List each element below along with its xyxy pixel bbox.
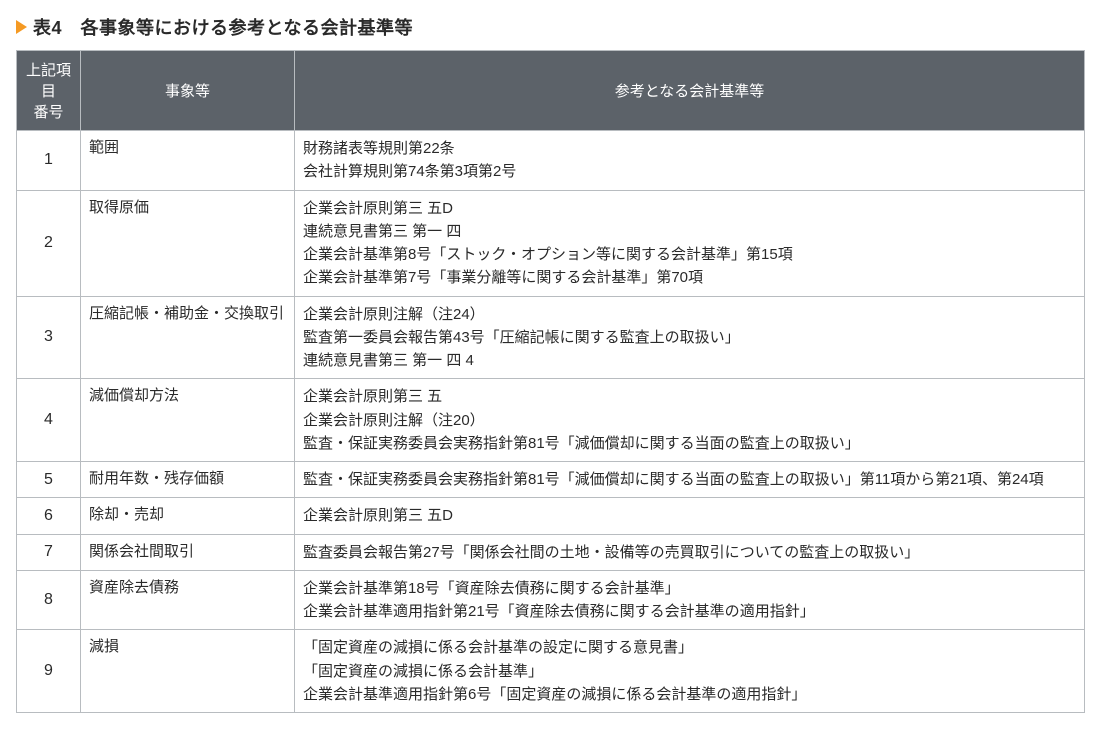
table-title: 表4 各事象等における参考となる会計基準等 <box>33 14 413 40</box>
row-number: 8 <box>17 570 81 630</box>
reference-line: 「固定資産の減損に係る会計基準の設定に関する意見書」 <box>303 636 1076 659</box>
reference-line: 監査・保証実務委員会実務指針第81号「減価償却に関する当面の監査上の取扱い」第1… <box>303 468 1076 491</box>
reference-line: 財務諸表等規則第22条 <box>303 137 1076 160</box>
standards-table: 上記項目 番号 事象等 参考となる会計基準等 1範囲財務諸表等規則第22条会社計… <box>16 50 1085 713</box>
table-row: 6除却・売却企業会計原則第三 五D <box>17 498 1085 534</box>
row-event: 資産除去債務 <box>81 570 295 630</box>
row-reference: 企業会計原則第三 五企業会計原則注解（注20）監査・保証実務委員会実務指針第81… <box>295 379 1085 462</box>
row-event: 圧縮記帳・補助金・交換取引 <box>81 296 295 379</box>
row-number: 3 <box>17 296 81 379</box>
row-number: 7 <box>17 534 81 570</box>
table-row: 3圧縮記帳・補助金・交換取引企業会計原則注解（注24）監査第一委員会報告第43号… <box>17 296 1085 379</box>
reference-line: 企業会計原則注解（注20） <box>303 409 1076 432</box>
reference-line: 連続意見書第三 第一 四 <box>303 220 1076 243</box>
reference-line: 企業会計原則第三 五 <box>303 385 1076 408</box>
table-head: 上記項目 番号 事象等 参考となる会計基準等 <box>17 51 1085 131</box>
row-event: 除却・売却 <box>81 498 295 534</box>
reference-line: 企業会計基準適用指針第6号「固定資産の減損に係る会計基準の適用指針」 <box>303 683 1076 706</box>
reference-line: 企業会計原則第三 五D <box>303 504 1076 527</box>
row-reference: 財務諸表等規則第22条会社計算規則第74条第3項第2号 <box>295 131 1085 191</box>
reference-line: 企業会計基準第18号「資産除去債務に関する会計基準」 <box>303 577 1076 600</box>
row-number: 2 <box>17 190 81 296</box>
table-row: 8資産除去債務企業会計基準第18号「資産除去債務に関する会計基準」企業会計基準適… <box>17 570 1085 630</box>
reference-line: 企業会計原則第三 五D <box>303 197 1076 220</box>
table-row: 5耐用年数・残存価額監査・保証実務委員会実務指針第81号「減価償却に関する当面の… <box>17 462 1085 498</box>
row-reference: 企業会計原則第三 五D <box>295 498 1085 534</box>
reference-line: 企業会計基準第7号「事業分離等に関する会計基準」第70項 <box>303 266 1076 289</box>
row-reference: 監査・保証実務委員会実務指針第81号「減価償却に関する当面の監査上の取扱い」第1… <box>295 462 1085 498</box>
reference-line: 会社計算規則第74条第3項第2号 <box>303 160 1076 183</box>
row-event: 耐用年数・残存価額 <box>81 462 295 498</box>
table-body: 1範囲財務諸表等規則第22条会社計算規則第74条第3項第2号2取得原価企業会計原… <box>17 131 1085 713</box>
reference-line: 企業会計基準適用指針第21号「資産除去債務に関する会計基準の適用指針」 <box>303 600 1076 623</box>
triangle-icon <box>16 20 27 34</box>
table-row: 1範囲財務諸表等規則第22条会社計算規則第74条第3項第2号 <box>17 131 1085 191</box>
reference-line: 監査委員会報告第27号「関係会社間の土地・設備等の売買取引についての監査上の取扱… <box>303 541 1076 564</box>
header-ref: 参考となる会計基準等 <box>295 51 1085 131</box>
row-reference: 企業会計基準第18号「資産除去債務に関する会計基準」企業会計基準適用指針第21号… <box>295 570 1085 630</box>
table-row: 9減損「固定資産の減損に係る会計基準の設定に関する意見書」「固定資産の減損に係る… <box>17 630 1085 713</box>
row-reference: 企業会計原則注解（注24）監査第一委員会報告第43号「圧縮記帳に関する監査上の取… <box>295 296 1085 379</box>
header-event: 事象等 <box>81 51 295 131</box>
row-reference: 企業会計原則第三 五D連続意見書第三 第一 四企業会計基準第8号「ストック・オプ… <box>295 190 1085 296</box>
row-event: 関係会社間取引 <box>81 534 295 570</box>
page: 表4 各事象等における参考となる会計基準等 上記項目 番号 事象等 参考となる会… <box>0 0 1100 737</box>
reference-line: 企業会計原則注解（注24） <box>303 303 1076 326</box>
table-row: 2取得原価企業会計原則第三 五D連続意見書第三 第一 四企業会計基準第8号「スト… <box>17 190 1085 296</box>
reference-line: 「固定資産の減損に係る会計基準」 <box>303 660 1076 683</box>
row-number: 9 <box>17 630 81 713</box>
row-event: 範囲 <box>81 131 295 191</box>
row-event: 減損 <box>81 630 295 713</box>
row-number: 4 <box>17 379 81 462</box>
row-event: 減価償却方法 <box>81 379 295 462</box>
row-number: 6 <box>17 498 81 534</box>
row-event: 取得原価 <box>81 190 295 296</box>
reference-line: 企業会計基準第8号「ストック・オプション等に関する会計基準」第15項 <box>303 243 1076 266</box>
reference-line: 監査第一委員会報告第43号「圧縮記帳に関する監査上の取扱い」 <box>303 326 1076 349</box>
title-row: 表4 各事象等における参考となる会計基準等 <box>16 14 1084 40</box>
row-number: 1 <box>17 131 81 191</box>
row-number: 5 <box>17 462 81 498</box>
table-row: 4減価償却方法企業会計原則第三 五企業会計原則注解（注20）監査・保証実務委員会… <box>17 379 1085 462</box>
header-num: 上記項目 番号 <box>17 51 81 131</box>
row-reference: 監査委員会報告第27号「関係会社間の土地・設備等の売買取引についての監査上の取扱… <box>295 534 1085 570</box>
reference-line: 監査・保証実務委員会実務指針第81号「減価償却に関する当面の監査上の取扱い」 <box>303 432 1076 455</box>
table-row: 7関係会社間取引監査委員会報告第27号「関係会社間の土地・設備等の売買取引につい… <box>17 534 1085 570</box>
reference-line: 連続意見書第三 第一 四 4 <box>303 349 1076 372</box>
row-reference: 「固定資産の減損に係る会計基準の設定に関する意見書」「固定資産の減損に係る会計基… <box>295 630 1085 713</box>
